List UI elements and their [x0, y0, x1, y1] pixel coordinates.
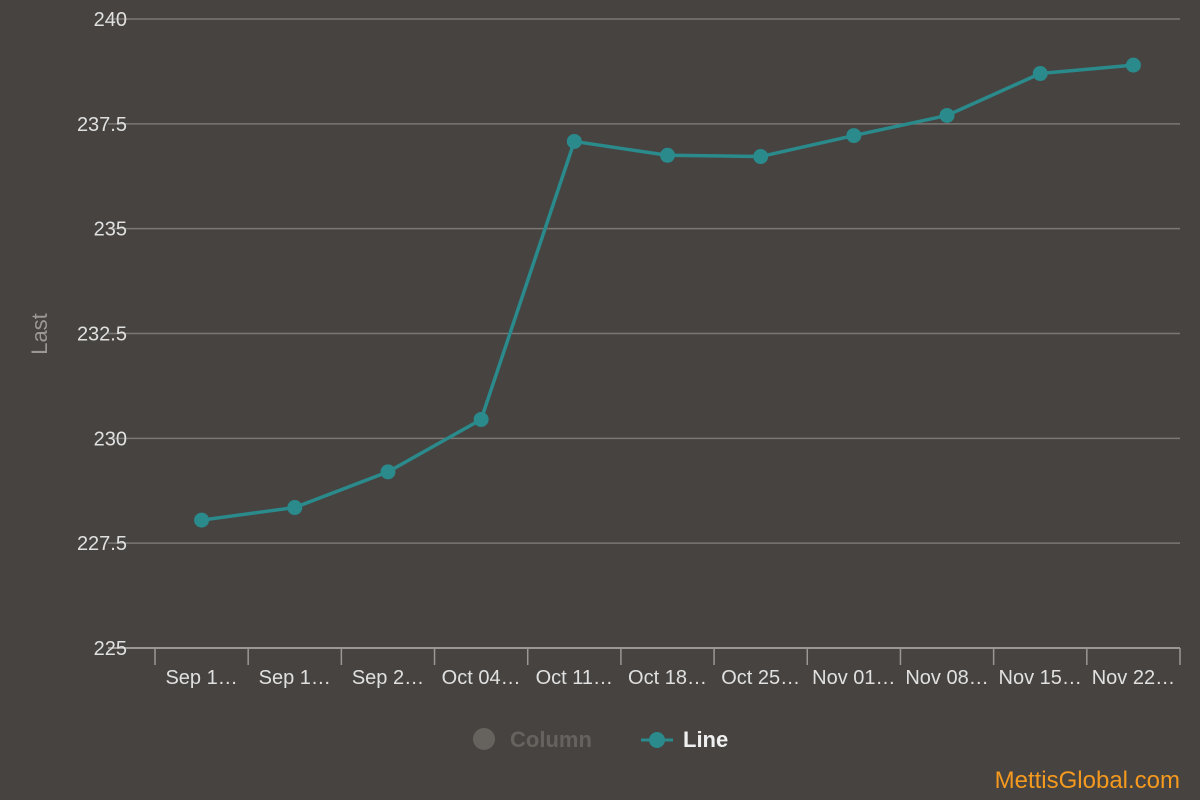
data-point — [566, 133, 582, 149]
x-tick-label: Nov 01… — [812, 667, 895, 689]
y-axis-label: Last — [27, 313, 52, 355]
legend: Column Line — [473, 727, 728, 752]
y-axis: 225 227.5 230 232.5 235 237.5 240 — [77, 9, 127, 660]
grid-lines — [108, 18, 1180, 649]
x-tick-label: Oct 25… — [721, 667, 800, 689]
y-tick-label: 235 — [94, 219, 127, 241]
data-point — [380, 464, 396, 480]
legend-item-column[interactable]: Column — [473, 727, 592, 752]
x-tick-label: Sep 1… — [165, 667, 237, 689]
data-point — [194, 512, 210, 528]
data-point — [846, 128, 862, 144]
data-point — [753, 149, 769, 165]
series-line-path — [199, 63, 1136, 522]
y-tick-label: 232.5 — [77, 324, 127, 346]
y-tick-label: 230 — [94, 428, 127, 450]
legend-marker-line — [649, 732, 665, 748]
credit-link[interactable]: MettisGlobal.com — [995, 767, 1180, 794]
legend-marker-column — [473, 728, 495, 750]
data-point — [1032, 66, 1048, 82]
data-point — [939, 107, 955, 123]
legend-label-column: Column — [510, 727, 592, 752]
x-tick-label: Oct 11… — [536, 667, 613, 689]
data-point — [473, 411, 489, 427]
x-tick-label: Oct 04… — [442, 667, 521, 689]
x-tick-label: Nov 15… — [999, 667, 1082, 689]
y-tick-label: 227.5 — [77, 533, 127, 555]
x-tick-label: Nov 22… — [1092, 667, 1175, 689]
data-point — [1125, 57, 1141, 73]
data-point — [660, 147, 675, 163]
x-tick-label: Nov 08… — [905, 667, 988, 689]
legend-label-line: Line — [683, 727, 728, 752]
legend-item-line[interactable]: Line — [641, 727, 728, 752]
y-tick-label: 225 — [94, 638, 127, 660]
y-tick-label: 237.5 — [77, 114, 127, 136]
series-line — [194, 57, 1141, 528]
data-point — [287, 500, 303, 516]
y-tick-label: 240 — [94, 9, 127, 31]
x-tick-label: Sep 2… — [352, 667, 424, 689]
x-tick-label: Oct 18… — [628, 667, 707, 689]
x-tick-label: Sep 1… — [259, 667, 331, 689]
x-axis: Sep 1… Sep 1… Sep 2… Oct 04… Oct 11… Oct 18… O… — [154, 648, 1181, 689]
